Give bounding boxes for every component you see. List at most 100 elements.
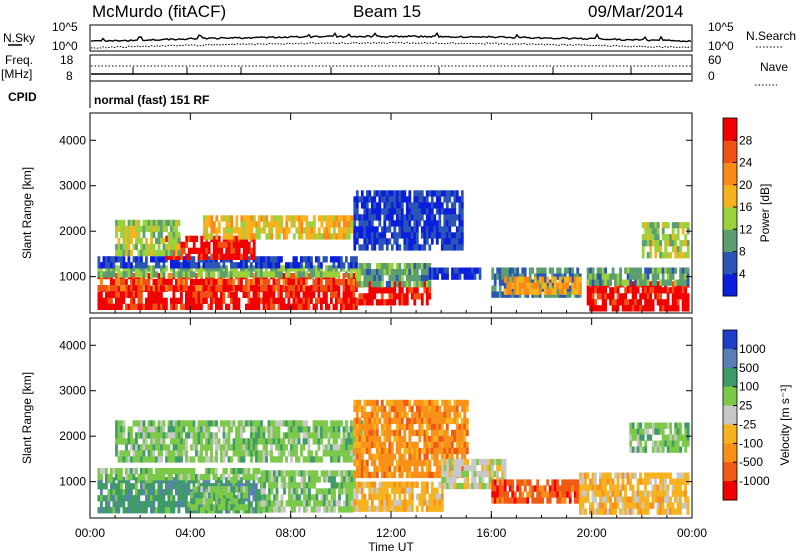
heatmap-cell — [145, 495, 148, 502]
heatmap-cell — [428, 220, 432, 227]
heatmap-cell — [441, 470, 444, 478]
heatmap-cell — [155, 495, 158, 502]
heatmap-cell — [125, 483, 128, 490]
heatmap-cell — [428, 411, 432, 419]
heatmap-cell — [548, 282, 552, 289]
heatmap-cell — [257, 420, 261, 427]
heatmap-cell — [235, 504, 239, 511]
heatmap-cell — [468, 267, 472, 274]
heatmap-cell — [135, 420, 138, 427]
heatmap-cell — [438, 226, 442, 233]
heatmap-cell — [150, 265, 153, 272]
heatmap-cell — [340, 444, 343, 451]
heatmap-cell — [265, 262, 268, 269]
heatmap-cell — [337, 227, 341, 234]
heatmap-cell — [636, 273, 640, 280]
heatmap-cell — [130, 262, 133, 269]
heatmap-cell — [428, 405, 432, 413]
heatmap-cell — [150, 507, 153, 514]
heatmap-cell — [516, 485, 520, 492]
heatmap-cell — [157, 262, 161, 269]
heatmap-cell — [287, 426, 291, 433]
heatmap-cell — [197, 297, 201, 304]
heatmap-cell — [215, 468, 218, 475]
heatmap-cell — [634, 490, 637, 497]
heatmap-cell — [353, 244, 357, 251]
heatmap-cell — [335, 285, 338, 292]
heatmap-cell — [398, 287, 402, 294]
heatmap-cell — [132, 273, 136, 280]
heatmap-cell — [566, 267, 570, 274]
heatmap-cell — [140, 444, 143, 451]
heatmap-cell — [170, 249, 173, 257]
heatmap-cell — [410, 293, 414, 300]
heatmap-cell — [511, 485, 515, 492]
heatmap-cell — [488, 482, 492, 490]
heatmap-cell — [312, 279, 316, 286]
heatmap-cell — [180, 438, 183, 445]
heatmap-cell — [322, 285, 326, 292]
heatmap-cell — [325, 271, 328, 278]
heatmap-cell — [240, 444, 243, 451]
heatmap-cell — [405, 269, 409, 276]
heatmap-cell — [250, 253, 254, 260]
heatmap-cell — [297, 262, 301, 269]
heatmap-cell — [601, 490, 605, 497]
heatmap-cell — [155, 271, 158, 278]
heatmap-cell — [435, 429, 439, 437]
heatmap-cell — [418, 196, 422, 203]
heatmap-cell — [260, 506, 264, 513]
heatmap-cell — [232, 444, 236, 451]
heatmap-cell — [363, 293, 367, 300]
heatmap-cell — [175, 450, 178, 457]
heatmap-cell — [445, 411, 449, 419]
heatmap-cell — [197, 438, 201, 445]
heatmap-cell — [323, 494, 326, 501]
heatmap-cell — [300, 256, 303, 263]
heatmap-cell — [160, 450, 163, 457]
heatmap-cell — [322, 420, 326, 427]
heatmap-cell — [601, 496, 605, 503]
heatmap-cell — [327, 444, 331, 451]
heatmap-cell — [403, 299, 407, 306]
heatmap-cell — [150, 501, 153, 508]
heatmap-cell — [594, 490, 597, 497]
freq-panel-frame — [89, 54, 693, 82]
heatmap-cell — [601, 472, 605, 479]
heatmap-cell — [155, 219, 158, 227]
heatmap-cell — [646, 299, 650, 306]
heatmap-cell — [644, 472, 647, 479]
heatmap-cell — [353, 226, 357, 233]
heatmap-cell — [210, 285, 213, 292]
heatmap-cell — [273, 482, 276, 489]
heatmap-cell — [413, 226, 417, 233]
heatmap-cell — [180, 291, 183, 298]
heatmap-cell — [355, 405, 359, 413]
heatmap-cell — [413, 481, 417, 488]
heatmap-cell — [410, 471, 414, 479]
heatmap-cell — [375, 190, 379, 197]
heatmap-cell — [413, 417, 417, 425]
heatmap-cell — [378, 263, 382, 270]
heatmap-cell — [415, 505, 419, 512]
heatmap-cell — [636, 299, 640, 306]
heatmap-cell — [255, 438, 258, 445]
heatmap-cell — [430, 208, 434, 215]
heatmap-cell — [157, 432, 161, 439]
heatmap-cell — [428, 435, 432, 443]
heatmap-cell — [117, 256, 121, 263]
heatmap-cell — [147, 456, 151, 463]
heatmap-cell — [378, 487, 382, 494]
heatmap-cell — [185, 483, 188, 490]
heatmap-cell — [420, 299, 424, 306]
heatmap-cell — [115, 444, 118, 451]
heatmap-cell — [403, 435, 407, 443]
heatmap-cell — [137, 432, 141, 439]
heatmap-cell — [393, 293, 397, 300]
heatmap-cell — [292, 279, 296, 286]
heatmap-cell — [320, 233, 324, 240]
heatmap-cell — [458, 267, 462, 274]
heatmap-cell — [380, 423, 384, 431]
heatmap-cell — [137, 444, 141, 451]
heatmap-cell — [523, 479, 527, 486]
